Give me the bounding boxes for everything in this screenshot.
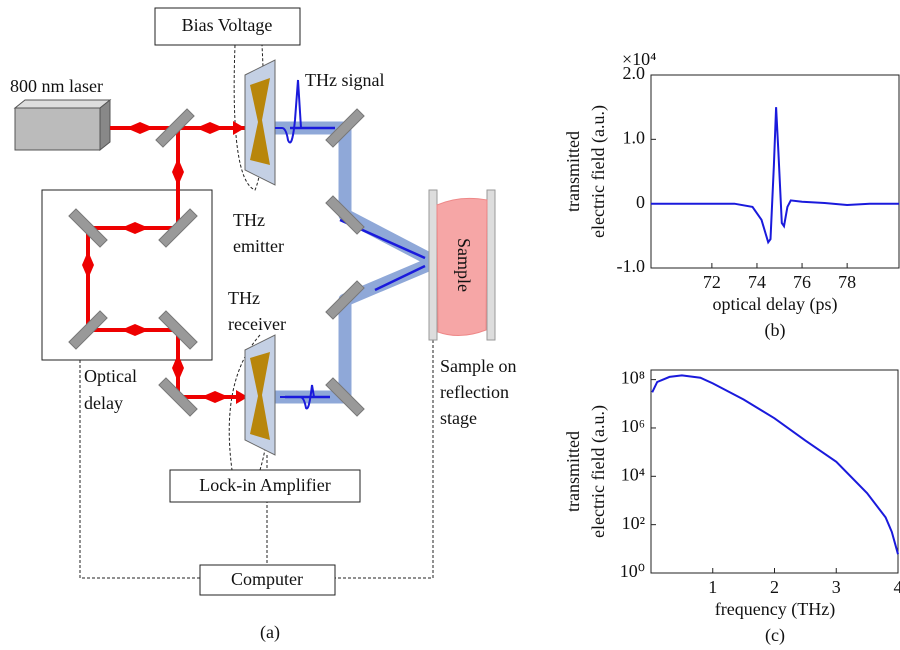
x-tick-label: 72 bbox=[703, 272, 721, 292]
x-tick-label: 76 bbox=[793, 272, 811, 292]
y-axis-label: transmitted bbox=[563, 431, 583, 512]
y-tick-label: 1.0 bbox=[623, 127, 646, 147]
label: delay bbox=[84, 393, 123, 413]
x-tick-label: 2 bbox=[770, 577, 779, 597]
label: Bias Voltage bbox=[182, 15, 273, 35]
y-tick-label: 10⁸ bbox=[621, 368, 645, 388]
x-tick-label: 74 bbox=[748, 272, 766, 292]
y-tick-label: 10⁰ bbox=[620, 561, 645, 581]
setup-diagram: Sample Bias Voltage Lock-in Amplifier Co… bbox=[10, 8, 517, 643]
label: Lock-in Amplifier bbox=[199, 475, 330, 495]
lens bbox=[121, 324, 149, 336]
glass bbox=[429, 190, 437, 340]
lens bbox=[172, 354, 184, 382]
y-tick-label: 10⁴ bbox=[621, 464, 645, 484]
x-tick-label: 4 bbox=[894, 577, 900, 597]
laser-beam bbox=[88, 128, 245, 397]
lens bbox=[196, 122, 224, 134]
label: reflection bbox=[440, 382, 509, 402]
glass bbox=[487, 190, 495, 340]
laser-front bbox=[15, 108, 100, 150]
caption: (a) bbox=[260, 622, 280, 643]
figure: Sample Bias Voltage Lock-in Amplifier Co… bbox=[0, 0, 900, 650]
sample-label: Sample bbox=[454, 238, 474, 292]
arrow-head bbox=[233, 121, 245, 135]
x-axis-label: frequency (THz) bbox=[715, 599, 835, 620]
data-line bbox=[651, 107, 899, 242]
label: THz bbox=[233, 210, 265, 230]
lens bbox=[126, 122, 154, 134]
label: stage bbox=[440, 408, 477, 428]
x-tick-label: 1 bbox=[708, 577, 717, 597]
plot-frame bbox=[651, 370, 898, 573]
x-tick-label: 3 bbox=[832, 577, 841, 597]
lens bbox=[82, 251, 94, 279]
label: THz bbox=[228, 288, 260, 308]
y-tick-label: 10⁶ bbox=[621, 416, 645, 436]
label: 800 nm laser bbox=[10, 76, 103, 96]
data-line bbox=[652, 375, 898, 554]
y-axis-label: electric field (a.u.) bbox=[588, 405, 609, 538]
label: Computer bbox=[231, 569, 303, 589]
lens bbox=[201, 391, 229, 403]
y-tick-label: 10² bbox=[622, 513, 645, 533]
thz-arrows bbox=[285, 128, 425, 397]
label: receiver bbox=[228, 314, 286, 334]
label: THz signal bbox=[305, 70, 384, 90]
plot-frame bbox=[651, 75, 899, 268]
caption: (b) bbox=[765, 320, 786, 341]
x-tick-label: 78 bbox=[838, 272, 856, 292]
x-axis-label: optical delay (ps) bbox=[713, 294, 838, 315]
caption: (c) bbox=[765, 625, 785, 646]
label: Optical bbox=[84, 366, 137, 386]
page: Sample Bias Voltage Lock-in Amplifier Co… bbox=[0, 0, 900, 650]
lens bbox=[121, 222, 149, 234]
y-axis-label: transmitted bbox=[563, 131, 583, 212]
y-tick-label: 0 bbox=[636, 192, 645, 212]
label: emitter bbox=[233, 236, 284, 256]
lens bbox=[172, 158, 184, 186]
label: Sample on bbox=[440, 356, 517, 376]
thz-beam bbox=[270, 128, 435, 397]
y-axis-label: electric field (a.u.) bbox=[588, 105, 609, 238]
laser-top bbox=[15, 100, 110, 108]
axis-multiplier: ×10⁴ bbox=[622, 49, 656, 69]
y-tick-label: -1.0 bbox=[617, 256, 646, 276]
laser-side bbox=[100, 100, 110, 150]
